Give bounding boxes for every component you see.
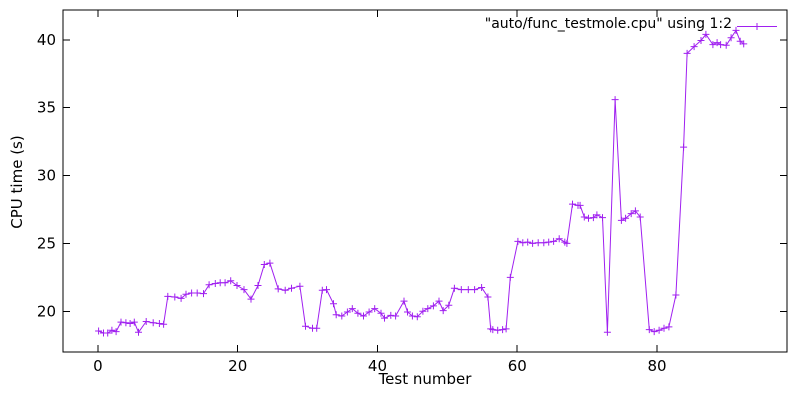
x-tick-label: 0 <box>93 357 103 375</box>
legend-sample-marker <box>753 23 761 30</box>
x-tick-label: 60 <box>508 357 527 375</box>
y-tick-label: 20 <box>37 302 56 320</box>
plot-border <box>62 9 788 353</box>
legend-label: "auto/func_testmole.cpu" using 1:2 <box>484 16 732 32</box>
x-tick-label: 20 <box>228 357 247 375</box>
y-tick-label: 30 <box>37 167 56 185</box>
y-tick-label: 40 <box>37 31 56 49</box>
y-tick-label: 25 <box>37 234 56 252</box>
x-tick-label: 40 <box>368 357 387 375</box>
data-markers <box>95 26 748 337</box>
x-axis-title: Test number <box>378 370 472 388</box>
x-tick-label: 80 <box>647 357 666 375</box>
y-tick-label: 35 <box>37 99 56 117</box>
y-axis-title: CPU time (s) <box>8 135 26 229</box>
data-line <box>98 29 745 334</box>
